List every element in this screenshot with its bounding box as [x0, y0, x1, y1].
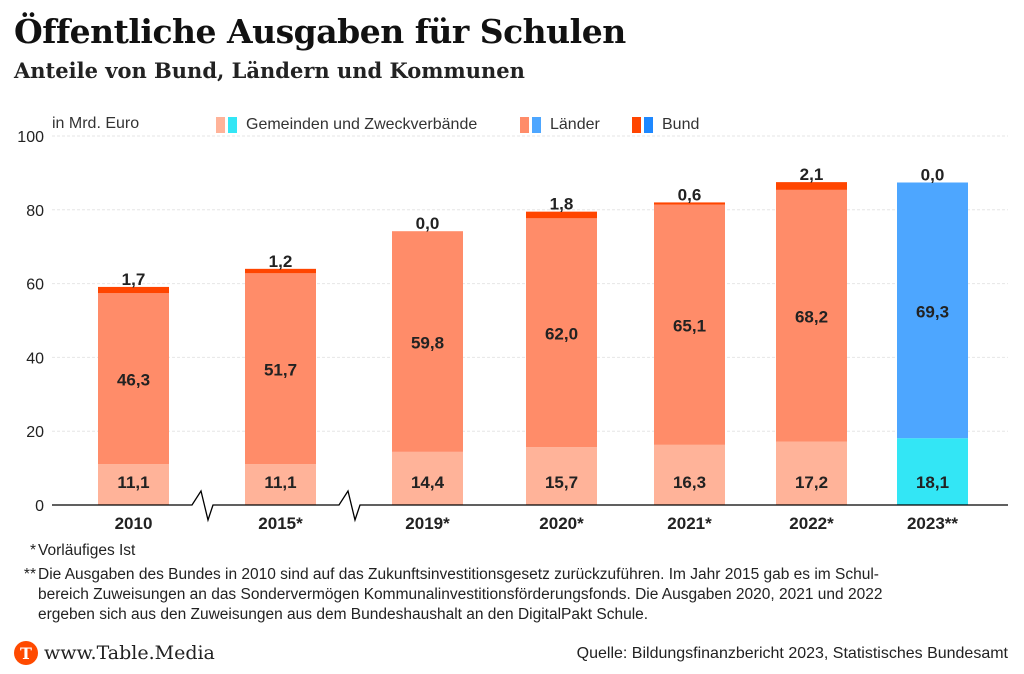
chart-subtitle: Anteile von Bund, Ländern und Kommunen: [14, 58, 525, 83]
bar-segment-gemeinden: [776, 441, 847, 505]
data-label-gemeinden: 11,1: [117, 473, 149, 492]
data-label-bund: 2,1: [800, 165, 824, 184]
x-axis-with-breaks: [52, 489, 1008, 523]
legend-label: Länder: [550, 116, 600, 133]
data-label-laender: 68,2: [795, 308, 828, 327]
bar-segment-laender: [776, 189, 847, 442]
bar-segment-gemeinden: [245, 464, 316, 505]
data-label-laender: 62,0: [545, 325, 578, 344]
x-tick-label: 2010: [115, 514, 153, 533]
legend-swatch-bund: [632, 117, 641, 133]
y-axis-unit-label: in Mrd. Euro: [52, 115, 140, 132]
data-label-bund: 1,7: [122, 270, 146, 289]
legend-item-bund: Bund: [632, 115, 699, 135]
legend-item-laender: Länder: [520, 115, 600, 135]
data-label-laender: 65,1: [673, 317, 706, 336]
y-tick-label: 100: [17, 129, 44, 146]
x-tick-label: 2023**: [907, 514, 958, 533]
x-tick-label: 2015*: [258, 514, 303, 533]
legend-label: Gemeinden und Zweckverbände: [246, 116, 478, 133]
data-label-gemeinden: 11,1: [264, 473, 296, 492]
chart-title: Öffentliche Ausgaben für Schulen: [14, 12, 626, 51]
x-tick-label: 2020*: [539, 514, 584, 533]
footnote-line: bereich Zuweisungen an das Sondervermöge…: [38, 586, 883, 603]
data-label-bund: 0,6: [678, 185, 702, 204]
data-label-laender: 69,3: [916, 302, 949, 321]
y-tick-label: 80: [26, 203, 44, 220]
footnote-line: ergeben sich aus den Zuweisungen aus dem…: [38, 606, 649, 623]
x-tick-label: 2021*: [667, 514, 712, 533]
data-label-laender: 51,7: [264, 361, 297, 380]
bar-segment-laender: [654, 204, 725, 445]
data-label-gemeinden: 15,7: [545, 473, 578, 492]
data-label-laender: 46,3: [117, 371, 150, 390]
data-label-gemeinden: 18,1: [916, 473, 949, 492]
stacked-bar-chart: 0 20 40 60 80 100 11,1 46,3 1,7 2010 11,1 51,7 1,2 20…: [17, 129, 1008, 533]
data-label-laender: 59,8: [411, 334, 444, 353]
data-label-bund: 1,2: [269, 252, 293, 271]
bar-segment-gemeinden: [526, 447, 597, 505]
footnote-mark: *: [29, 542, 36, 559]
data-label-bund: 0,0: [921, 165, 945, 184]
y-tick-label: 0: [35, 498, 44, 515]
legend-swatch-gemeinden-2023: [228, 117, 237, 133]
bar-segment-gemeinden: [392, 451, 463, 505]
y-tick-label: 40: [26, 350, 44, 367]
bar-segment-laender: [526, 218, 597, 448]
x-tick-label: 2019*: [405, 514, 450, 533]
bar-segment-gemeinden: [654, 444, 725, 505]
data-label-bund: 0,0: [416, 214, 440, 233]
data-label-gemeinden: 17,2: [795, 473, 828, 492]
legend-swatch-gemeinden: [216, 117, 225, 133]
bar-segment-laender: [98, 293, 169, 465]
bar-segment-bund: [776, 182, 847, 190]
table-media-logo-icon: T: [14, 641, 38, 665]
legend-label: Bund: [662, 116, 700, 133]
footnote-mark: **: [23, 566, 36, 583]
bar-segment-bund: [98, 286, 169, 294]
bar-segment-bund: [245, 268, 316, 274]
y-tick-label: 20: [26, 424, 44, 441]
brand-link[interactable]: T www.Table.Media: [14, 641, 215, 665]
footnote-line: Die Ausgaben des Bundes in 2010 sind auf…: [38, 566, 879, 583]
data-label-gemeinden: 16,3: [673, 473, 706, 492]
bar-segment-laender: [245, 273, 316, 465]
bar-segment-bund: [654, 202, 725, 205]
bar-segment-laender: [897, 182, 968, 439]
data-label-bund: 1,8: [550, 195, 574, 214]
brand-url: www.Table.Media: [44, 642, 215, 664]
data-label-gemeinden: 14,4: [411, 473, 445, 492]
bar-segment-laender: [392, 231, 463, 452]
footnote-text: Vorläufiges Ist: [38, 542, 136, 559]
x-tick-label: 2022*: [789, 514, 834, 533]
bar-segment-gemeinden: [897, 438, 968, 505]
source-note: Quelle: Bildungsfinanzbericht 2023, Stat…: [576, 645, 1008, 662]
bar-segment-bund: [526, 211, 597, 219]
bar-segment-gemeinden: [98, 464, 169, 505]
legend-item-gemeinden: Gemeinden und Zweckverbände: [216, 115, 477, 135]
legend-swatch-laender: [520, 117, 529, 133]
y-tick-label: 60: [26, 277, 44, 294]
legend-swatch-laender-2023: [532, 117, 541, 133]
legend-swatch-bund-2023: [644, 117, 653, 133]
